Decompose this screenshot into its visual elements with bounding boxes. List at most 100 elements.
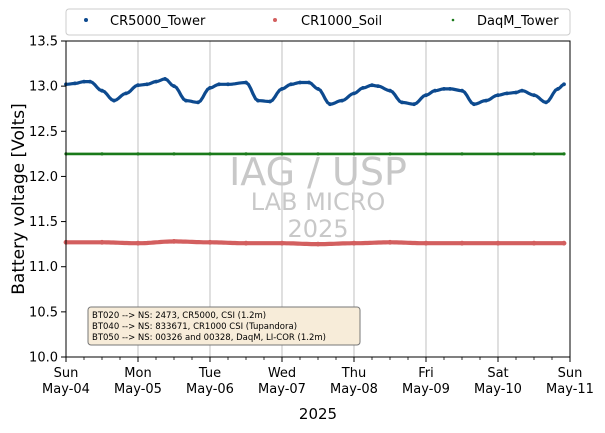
data-point bbox=[328, 102, 332, 107]
data-point bbox=[496, 152, 500, 156]
data-point bbox=[448, 87, 452, 91]
data-point bbox=[279, 240, 285, 246]
data-point bbox=[352, 91, 356, 96]
data-series bbox=[63, 77, 567, 247]
data-point bbox=[561, 240, 567, 246]
data-point bbox=[532, 93, 536, 98]
y-tick-label: 12.0 bbox=[29, 170, 58, 185]
data-point bbox=[460, 88, 464, 93]
data-point bbox=[256, 98, 260, 103]
data-point bbox=[289, 82, 293, 87]
x-tick-label-date: May-05 bbox=[114, 382, 162, 397]
x-tick-label-date: May-10 bbox=[474, 382, 522, 397]
y-axis: 10.0 10.5 11.0 11.5 12.0 12.5 13.0 13.5 bbox=[29, 35, 66, 366]
data-point bbox=[280, 152, 284, 156]
legend-marker-daqm bbox=[451, 18, 455, 22]
x-tick-label-day: Wed bbox=[268, 366, 296, 381]
data-point bbox=[556, 87, 560, 91]
info-line-1: BT020 --> NS: 2473, CR5000, CSI (1.2m) bbox=[92, 311, 266, 321]
x-tick-label-day: Tue bbox=[198, 366, 221, 381]
data-point bbox=[460, 152, 464, 156]
x-tick-label-date: May-09 bbox=[402, 382, 450, 397]
info-line-3: BT050 --> NS: 00326 and 00328, DaqM, LI-… bbox=[92, 333, 326, 343]
data-point bbox=[82, 79, 86, 84]
data-point bbox=[400, 100, 404, 105]
info-line-2: BT040 --> NS: 833671, CR1000 CSI (Tupand… bbox=[92, 322, 297, 332]
x-tick-label-date: May-11 bbox=[546, 382, 594, 397]
legend-label-cr5000: CR5000_Tower bbox=[110, 14, 206, 29]
data-point bbox=[196, 100, 200, 105]
x-tick-label-day: Mon bbox=[124, 366, 151, 381]
x-tick-label-day: Sun bbox=[54, 366, 79, 381]
data-point bbox=[298, 80, 302, 85]
x-tick-label-day: Sat bbox=[487, 366, 508, 381]
data-point bbox=[388, 152, 392, 156]
legend-label-cr1000: CR1000_Soil bbox=[301, 14, 382, 29]
x-tick-label-date: May-08 bbox=[330, 382, 378, 397]
legend-marker-cr5000 bbox=[84, 18, 88, 22]
y-tick-label: 12.5 bbox=[29, 125, 58, 140]
series-line bbox=[64, 77, 566, 106]
data-point bbox=[388, 88, 392, 93]
data-point bbox=[340, 98, 344, 103]
data-point bbox=[217, 82, 221, 87]
data-point bbox=[514, 90, 518, 95]
data-point bbox=[112, 98, 116, 103]
info-box: BT020 --> NS: 2473, CR5000, CSI (1.2m) B… bbox=[87, 306, 361, 346]
data-point bbox=[73, 81, 77, 86]
data-point bbox=[484, 98, 488, 103]
watermark-line-1: IAG / USP bbox=[229, 150, 407, 194]
data-point bbox=[495, 240, 501, 246]
data-point bbox=[412, 102, 416, 107]
data-point bbox=[163, 77, 167, 81]
data-point bbox=[88, 79, 92, 84]
info-box-frame bbox=[87, 306, 361, 346]
data-point bbox=[424, 93, 428, 98]
data-point bbox=[352, 152, 356, 156]
data-point bbox=[268, 99, 272, 104]
legend: CR5000_Tower CR1000_Soil DaqM_Tower bbox=[65, 8, 571, 36]
data-point bbox=[316, 87, 320, 91]
data-point bbox=[562, 82, 566, 87]
y-tick-label: 10.5 bbox=[29, 305, 58, 320]
data-point bbox=[544, 100, 548, 105]
data-point bbox=[351, 240, 357, 246]
x-axis: SunMay-04MonMay-05TueMay-06WedMay-07ThuM… bbox=[42, 357, 594, 397]
plot-background bbox=[66, 41, 570, 357]
data-point bbox=[244, 152, 248, 156]
data-point bbox=[136, 83, 140, 88]
data-point bbox=[316, 152, 320, 156]
data-point bbox=[315, 241, 321, 247]
x-tick-label-date: May-06 bbox=[186, 382, 234, 397]
x-tick-label-day: Sun bbox=[558, 366, 583, 381]
watermark: IAG / USP LAB MICRO 2025 bbox=[229, 150, 407, 243]
data-point bbox=[208, 86, 212, 90]
data-point bbox=[459, 240, 465, 246]
y-tick-label: 11.5 bbox=[29, 215, 58, 230]
data-point bbox=[100, 152, 104, 156]
data-point bbox=[531, 240, 537, 246]
x-tick-label-day: Thu bbox=[341, 366, 366, 381]
data-point bbox=[505, 91, 509, 96]
y-axis-label: Battery voltage [Volts] bbox=[9, 103, 29, 294]
y-tick-label: 10.0 bbox=[29, 351, 58, 366]
data-point bbox=[532, 152, 536, 156]
data-point bbox=[472, 102, 476, 107]
data-point bbox=[135, 240, 141, 246]
series-DaqM_Tower bbox=[64, 152, 566, 156]
x-tick-label-date: May-07 bbox=[258, 382, 306, 397]
y-tick-label: 11.0 bbox=[29, 260, 58, 275]
series-CR1000_Soil bbox=[63, 239, 567, 247]
data-point bbox=[433, 88, 437, 93]
legend-label-daqm: DaqM_Tower bbox=[477, 14, 559, 29]
data-point bbox=[172, 152, 176, 156]
data-point bbox=[207, 239, 213, 245]
data-point bbox=[423, 240, 429, 246]
data-point bbox=[562, 152, 566, 156]
data-point bbox=[442, 87, 446, 91]
data-point bbox=[171, 239, 177, 244]
x-tick-label-day: Fri bbox=[418, 366, 434, 381]
data-point bbox=[100, 88, 104, 93]
watermark-line-2: LAB MICRO bbox=[251, 188, 386, 216]
